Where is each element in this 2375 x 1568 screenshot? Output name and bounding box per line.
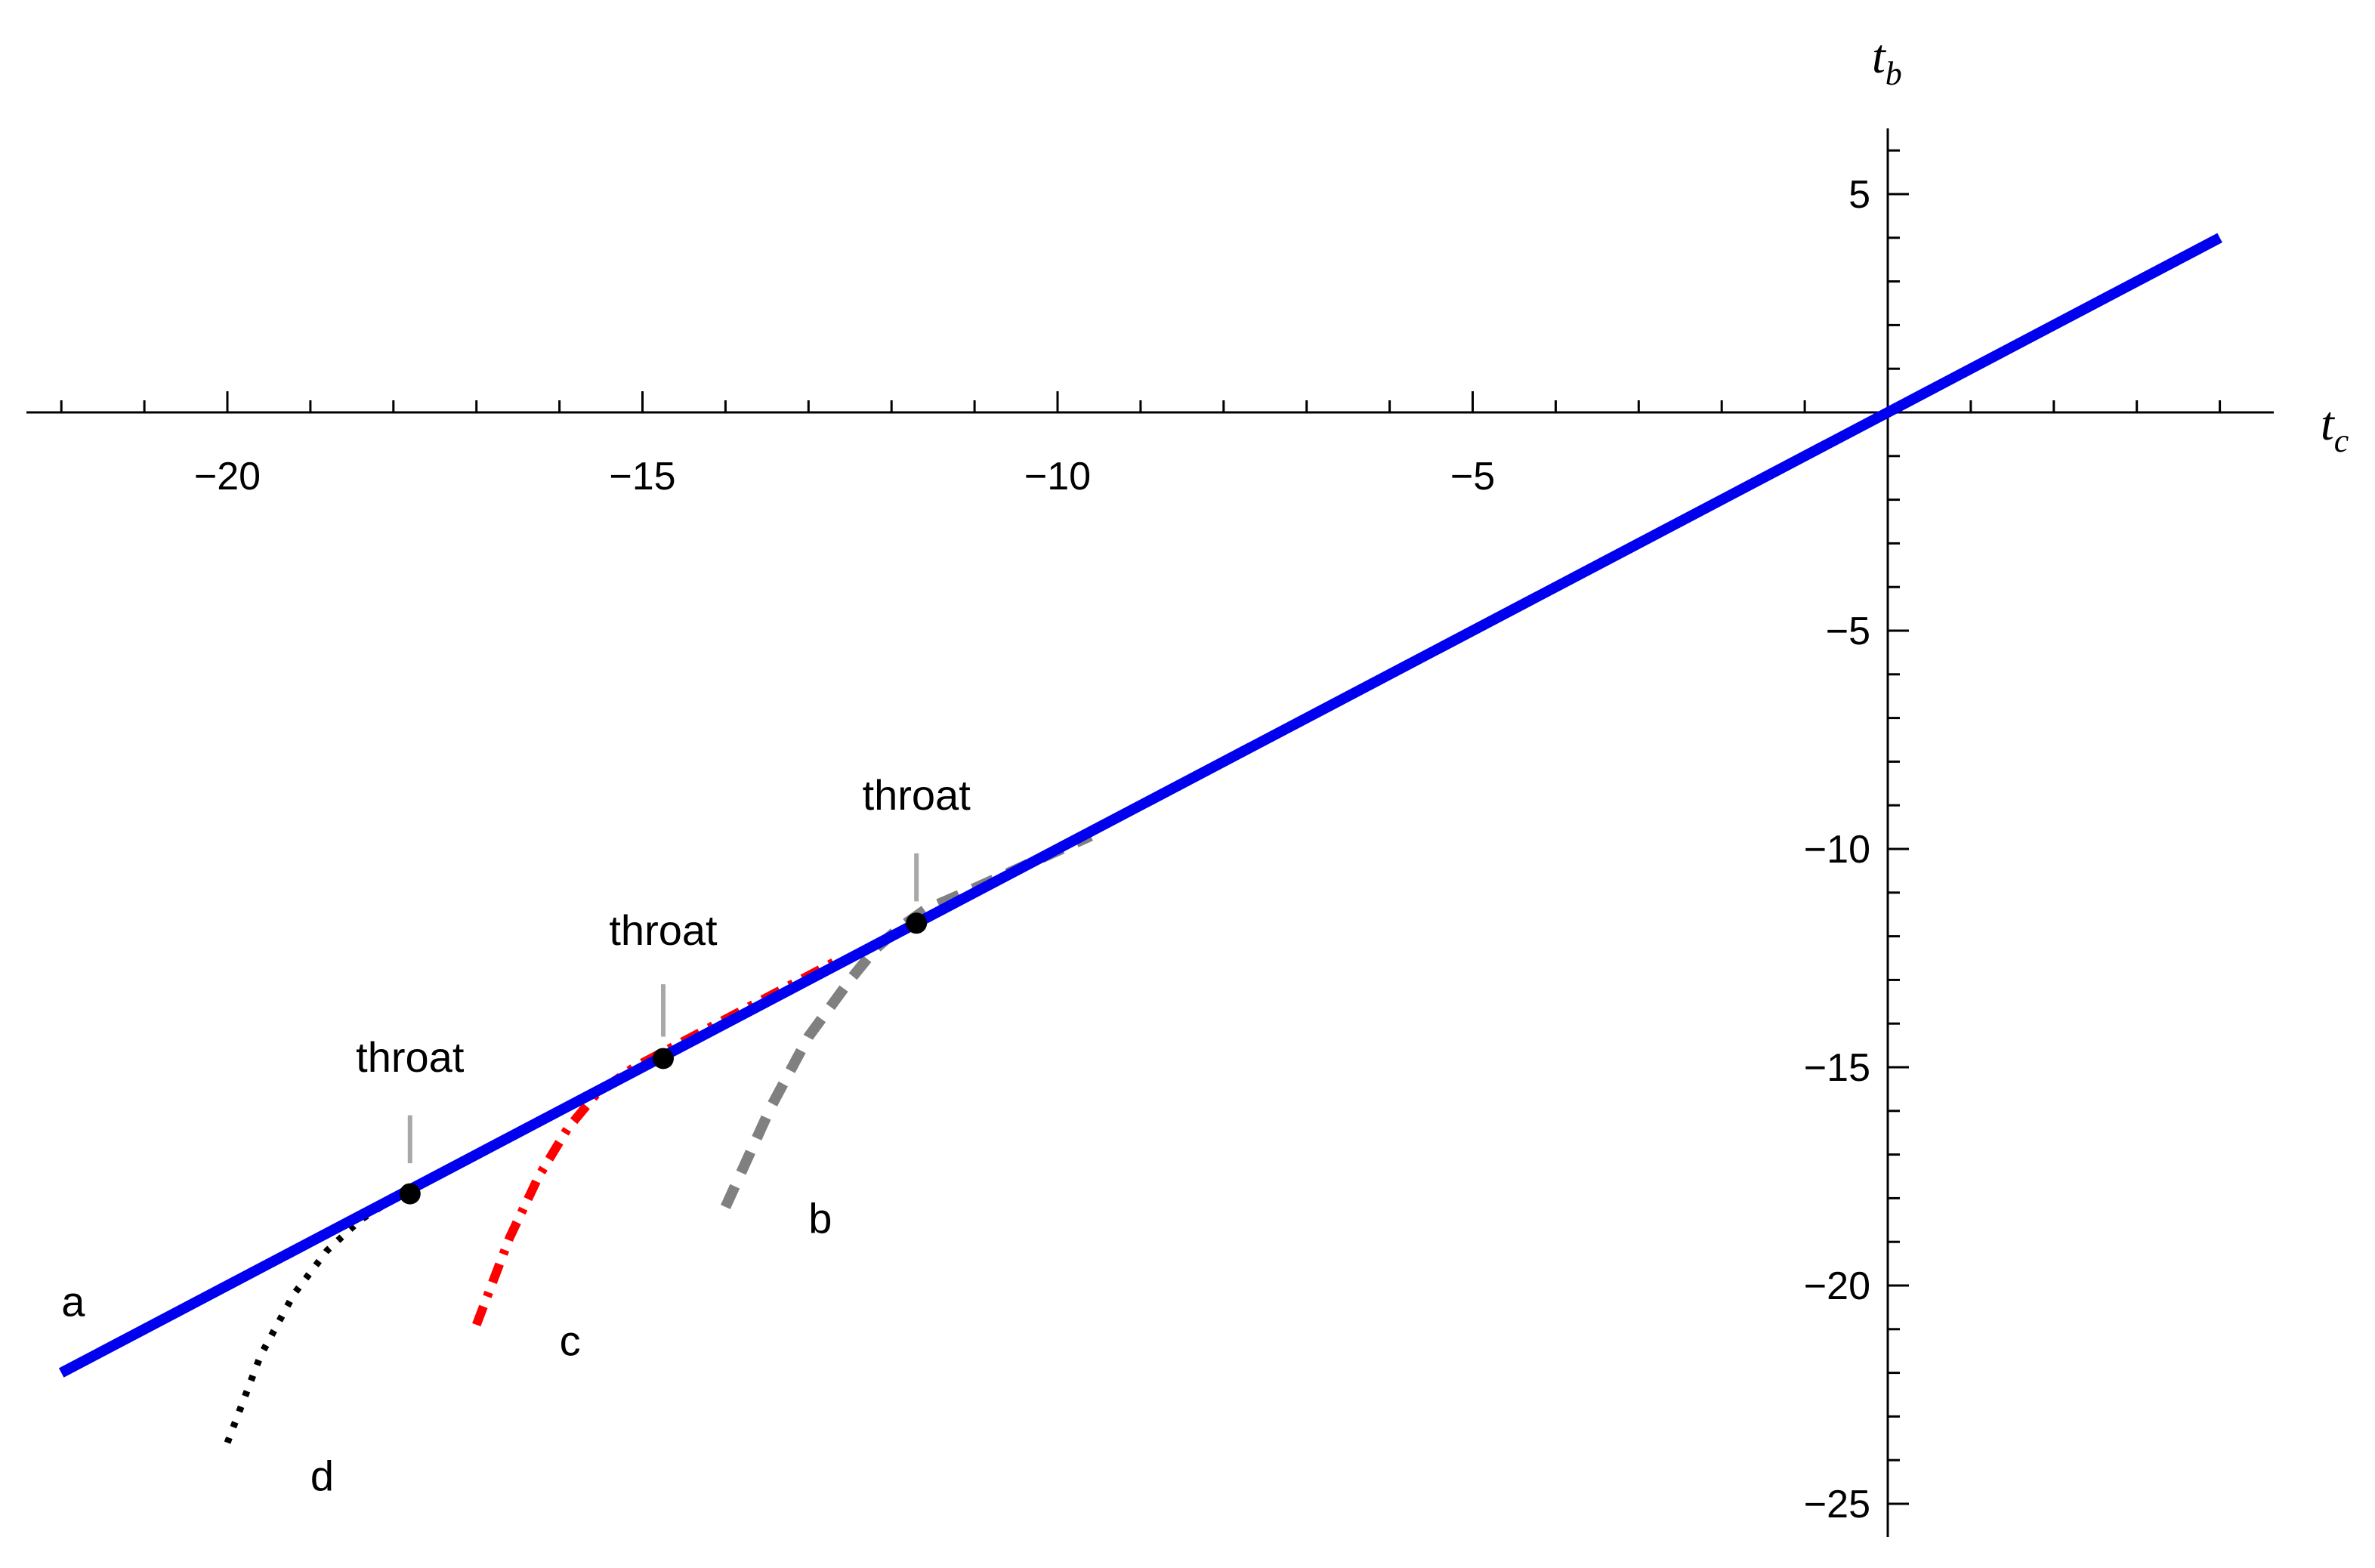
series-b-line (721, 831, 1093, 1209)
x-tick-label: −5 (1450, 455, 1495, 498)
y-tick-label: −10 (1804, 828, 1870, 872)
throat-label: throat (609, 906, 718, 954)
y-tick-label: 5 (1848, 173, 1870, 217)
y-tick-label: −20 (1804, 1264, 1870, 1308)
y-tick-label: −5 (1826, 610, 1870, 653)
x-tick-label: −20 (194, 455, 261, 498)
axes: −20 −15 −10 −5 5 −5 −10 −15 −20 −25 (26, 128, 2274, 1537)
annotations: throat throat throat a b c d (61, 771, 971, 1500)
y-tick-label: −15 (1804, 1046, 1870, 1090)
curve-label-a: a (61, 1277, 85, 1325)
curve-label-d: d (310, 1452, 334, 1500)
y-tick-label: −25 (1804, 1483, 1870, 1526)
x-tick-label: −15 (609, 455, 675, 498)
throat-point (652, 1048, 674, 1070)
throat-point (906, 912, 928, 934)
series-c-line (472, 954, 845, 1327)
throat-point (399, 1183, 421, 1205)
x-tick-label: −10 (1024, 455, 1091, 498)
x-axis-label: tc (2321, 397, 2349, 459)
y-axis-label: tb (1872, 29, 1902, 92)
throat-label: throat (356, 1033, 465, 1081)
throat-label: throat (863, 771, 971, 819)
plot-area (58, 233, 2222, 1444)
curve-label-b: b (808, 1195, 832, 1242)
series-a-line (58, 233, 2222, 1378)
curve-label-c: c (560, 1316, 581, 1364)
